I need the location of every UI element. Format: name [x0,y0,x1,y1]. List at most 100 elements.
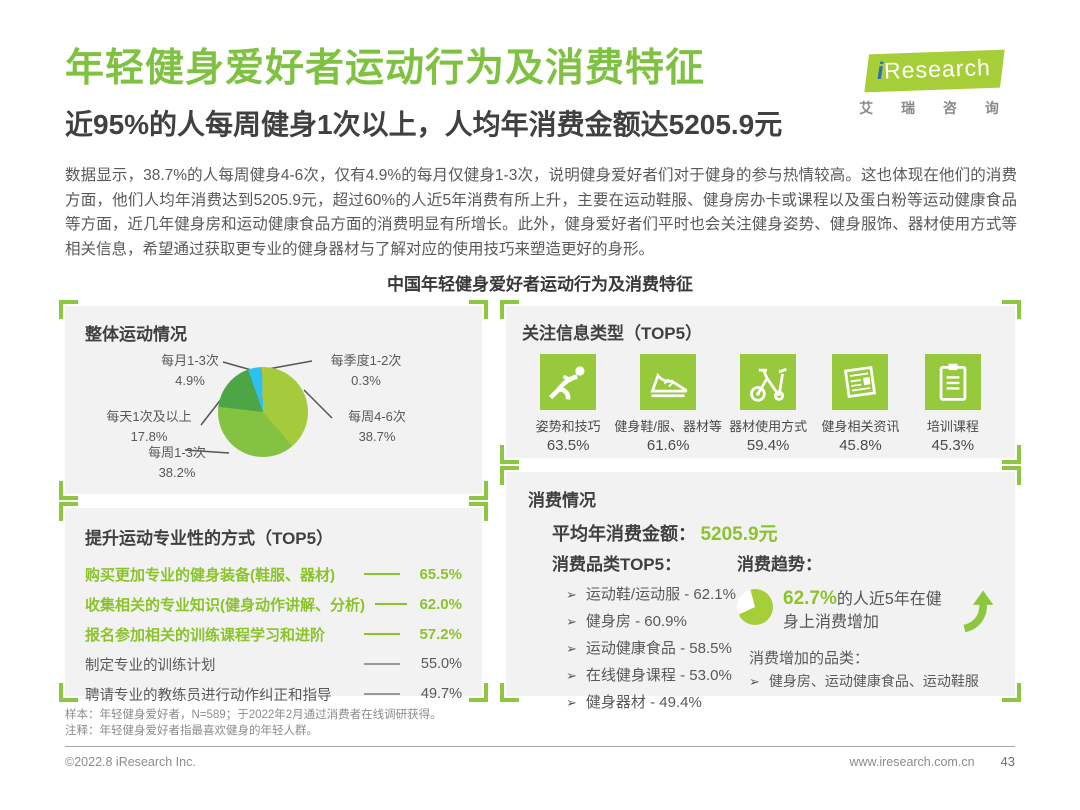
consumption-trend: 消费趋势： 62.7%的人近5年在健身上消费增加 消费增加的品类： [737,550,995,716]
left-column: 整体运动情况 每月1-3次 4.9% 每季度1- [59,300,488,704]
corner-bracket [469,300,488,319]
arrow-bullet-icon: ➢ [566,641,577,656]
category-item: ➢ 健身器材 - 49.4% [552,689,737,716]
increase-item-text: 健身房、运动健康食品、运动鞋服 [768,673,979,689]
sample-note: 样本：年轻健身爱好者，N=589；于2022年2月通过消费者在线调研获得。 [65,709,442,721]
increase-categories: 消费增加的品类： ➢ 健身房、运动健康食品、运动鞋服 [749,648,995,692]
separator: - [680,586,694,603]
consumption-columns: 消费品类TOP5： ➢ 运动鞋/运动服 - 62.1% ➢ 健身房 - 60.9% … [528,550,995,716]
corner-bracket [1002,300,1021,319]
pie-label-text: 每月1-3次 [161,353,219,368]
panel-title-methods: 提升运动专业性的方式（TOP5） [85,529,334,548]
method-label: 收集相关的专业知识(健身动作讲解、分析) [85,596,365,614]
category-item: ➢ 运动鞋/运动服 - 62.1% [552,581,737,608]
pie-label-pct: 0.3% [351,373,381,388]
panel-consumption: 消费情况 平均年消费金额： 5205.9元 消费品类TOP5： ➢ 运动鞋/运动服… [500,466,1021,711]
up-arrow-icon [963,590,994,633]
arrow-bullet-icon: ➢ [749,674,760,689]
category-value: 62.1% [693,586,736,603]
category-label: 运动鞋/运动服 [585,586,681,603]
info-name: 培训课程 [926,419,979,434]
content-grid: 整体运动情况 每月1-3次 4.9% 每季度1- [59,300,1021,711]
separator: - [630,613,645,630]
corner-bracket [59,502,78,521]
mini-pie-icon [737,589,773,625]
website-link[interactable]: www.iresearch.com.cn [849,754,975,769]
trend-text: 62.7%的人近5年在健身上消费增加 [783,587,951,634]
page-title: 年轻健身爱好者运动行为及消费特征 [65,47,706,90]
info-items: 姿势和技巧 63.5% 健身鞋/服、器材等 61.6% [522,354,999,454]
pie-label-quarterly: 每季度1-2次 0.3% [307,351,425,391]
separator: - [645,694,660,711]
pie-label-pct: 17.8% [130,429,168,444]
pie-label-monthly: 每月1-3次 4.9% [140,351,240,391]
annotation-note: 注释：年轻健身爱好者指最喜欢健身的年轻人群。 [65,724,318,737]
method-row: 购买更加专业的健身装备(鞋服、器材) 65.5% [85,559,462,589]
corner-bracket [59,481,78,500]
info-value: 59.4% [746,437,790,454]
method-value: 65.5% [419,565,462,583]
pie-label-pct: 4.9% [175,373,205,388]
average-spend-value: 5205.9元 [700,524,778,545]
method-value: 55.0% [420,656,462,672]
method-value: 62.0% [419,595,462,613]
panel-professional-methods: 提升运动专业性的方式（TOP5） 购买更加专业的健身装备(鞋服、器材) 65.5… [59,502,488,704]
corner-bracket [469,481,488,500]
trend-highlight: 62.7%的人近5年在健身上消费增加 [737,587,995,634]
sneaker-icon [640,354,697,410]
average-spend-label: 平均年消费金额： [552,524,696,544]
dash-line [364,573,400,575]
method-row: 聘请专业的教练员进行动作纠正和指导 49.7% [85,679,462,709]
pie-label-text: 每周4-6次 [348,409,406,424]
category-label: 运动健康食品 [585,640,676,657]
corner-bracket [500,466,519,485]
info-item: 培训课程 45.3% [907,354,999,454]
trend-description: 的人近5年在健身上消费增加 [783,591,942,631]
info-item: 健身相关资讯 45.8% [814,354,906,454]
corner-bracket [500,445,519,464]
info-name: 健身相关资讯 [821,419,900,434]
method-label: 购买更加专业的健身装备(鞋服、器材) [85,566,335,584]
method-label: 报名参加相关的训练课程学习和进阶 [85,626,326,644]
pie-label-pct: 38.7% [358,429,396,444]
arrow-bullet-icon: ➢ [566,668,577,683]
corner-bracket [1002,445,1021,464]
right-column: 关注信息类型（TOP5） 姿势和技巧 63.5% [500,300,1021,711]
category-label: 健身器材 [585,694,646,711]
copyright-text: ©2022.8 iResearch Inc. [65,754,196,769]
category-value: 53.0% [689,667,732,684]
footer-row: ©2022.8 iResearch Inc. www.iresearch.com… [65,754,1015,769]
separator: - [675,640,690,657]
method-value: 57.2% [419,625,462,643]
average-spend-line: 平均年消费金额： 5205.9元 [552,519,995,546]
methods-list: 购买更加专业的健身装备(鞋服、器材) 65.5% 收集相关的专业知识(健身动作讲… [85,559,462,709]
increase-title: 消费增加的品类： [749,650,870,667]
info-name: 器材使用方式 [729,419,808,434]
consumption-categories: 消费品类TOP5： ➢ 运动鞋/运动服 - 62.1% ➢ 健身房 - 60.9% … [528,550,737,716]
panel-title-consumption: 消费情况 [528,491,596,510]
category-value: 58.5% [689,640,732,657]
footer-right: www.iresearch.com.cn 43 [849,754,1015,769]
corner-bracket [59,683,78,702]
info-item: 健身鞋/服、器材等 61.6% [614,354,722,454]
pie-label-week-1-3: 每周1-3次 38.2% [127,443,227,483]
clipboard-icon [924,354,981,410]
panel-info-types: 关注信息类型（TOP5） 姿势和技巧 63.5% [500,300,1021,464]
increase-item: ➢ 健身房、运动健康食品、运动鞋服 [749,671,995,692]
category-label: 健身房 [585,613,631,630]
pie-label-text: 每天1次及以上 [106,409,192,424]
method-row: 收集相关的专业知识(健身动作讲解、分析) 62.0% [85,589,462,619]
dash-line [364,633,400,635]
pie-label-pct: 38.2% [158,465,196,480]
pie-chart [218,367,308,457]
category-item: ➢ 在线健身课程 - 53.0% [552,662,737,689]
pie-label-daily: 每天1次及以上 17.8% [93,407,205,447]
trend-title: 消费趋势： [737,555,822,574]
trend-percent: 62.7% [783,588,837,609]
info-item: 器材使用方式 59.4% [722,354,814,454]
corner-bracket [1002,466,1021,485]
info-name: 姿势和技巧 [535,419,601,434]
activity-pie-chart: 每月1-3次 4.9% 每季度1-2次 0.3% 每天1次及以上 17.8% 每… [85,349,462,483]
situp-icon [540,354,597,410]
